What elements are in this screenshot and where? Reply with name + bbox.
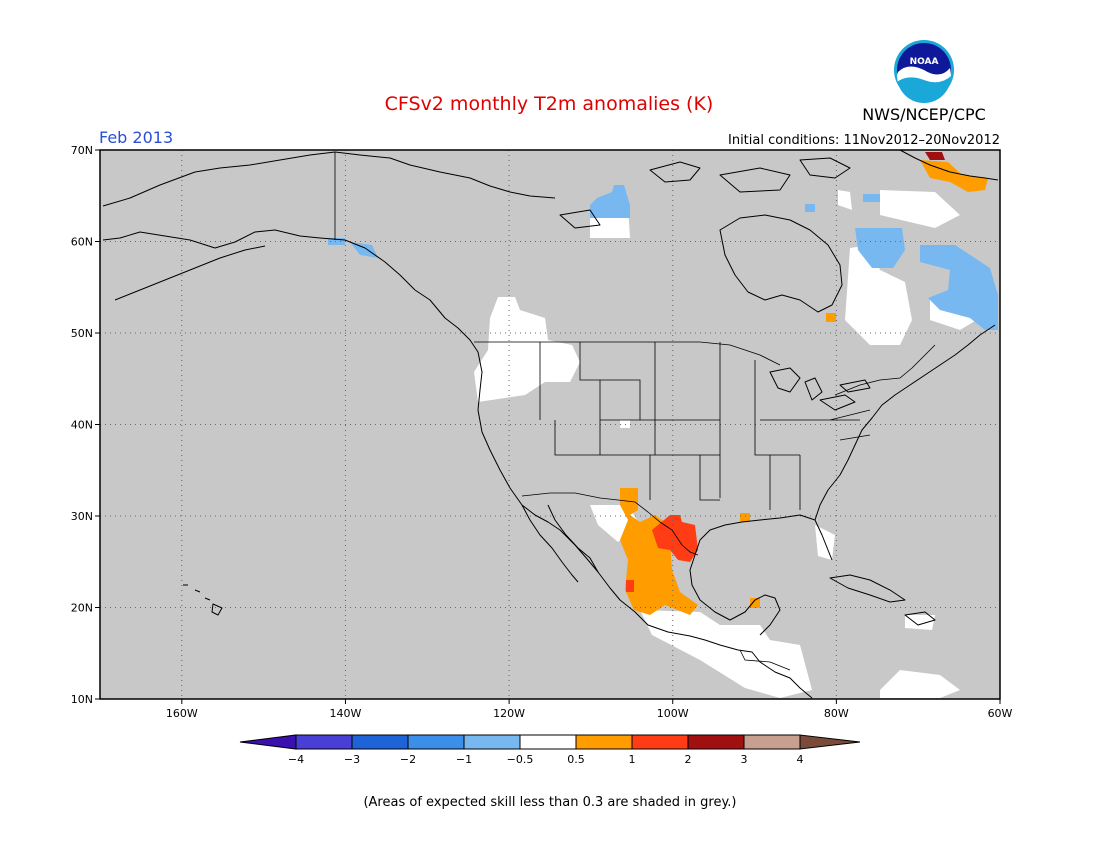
longitude-tick-label: 160W	[166, 707, 198, 720]
colorbar-swatch	[575, 734, 633, 750]
us-mexico-border	[521, 492, 699, 556]
longitude-ticks: 160W 140W 120W 100W 80W 60W	[166, 699, 1013, 720]
latitude-tick-label: 40N	[71, 419, 93, 432]
colorbar-swatch	[743, 734, 801, 750]
weak-cold-areas	[328, 185, 998, 330]
latitude-tick-label: 70N	[71, 144, 93, 157]
colorbar-swatch	[407, 734, 465, 750]
longitude-tick-label: 100W	[657, 707, 689, 720]
longitude-tick-label: 120W	[493, 707, 525, 720]
latitude-tick-label: 60N	[71, 236, 93, 249]
alaska-coast	[102, 151, 813, 699]
latitude-tick-label: 20N	[71, 602, 93, 615]
colorbar-label: 2	[685, 753, 692, 766]
colorbar-swatch	[519, 734, 577, 750]
colorbar-label: −3	[344, 753, 360, 766]
arctic-islands	[559, 157, 851, 229]
initial-conditions: Initial conditions: 11Nov2012–20Nov2012	[728, 133, 1000, 148]
longitude-tick-label: 140W	[330, 707, 362, 720]
hudson-bay-coast	[719, 214, 843, 313]
gulf-coast	[689, 514, 833, 636]
coastlines	[102, 149, 999, 699]
hawaii-coast	[183, 584, 223, 616]
map-panel: 160W 140W 120W 100W 80W 60W 70N 60N 50N 40N 30N 20…	[71, 144, 1013, 720]
map-gridlines	[100, 150, 1000, 699]
us-canada-border	[474, 341, 936, 396]
aleutian-coast	[114, 245, 266, 301]
mexico-central-america-borders	[739, 649, 791, 671]
longitude-tick-label: 80W	[824, 707, 849, 720]
latitude-tick-label: 50N	[71, 327, 93, 340]
skill-footnote: (Areas of expected skill less than 0.3 a…	[363, 795, 736, 810]
colorbar-label: −2	[400, 753, 416, 766]
latitude-tick-label: 30N	[71, 510, 93, 523]
colorbar-label: 0.5	[567, 753, 585, 766]
colorbar-right-arrow	[799, 734, 861, 750]
forecast-period: Feb 2013	[99, 128, 173, 147]
colorbar-swatch	[351, 734, 409, 750]
baja-california-coast	[521, 504, 599, 583]
anomaly-shading	[328, 152, 998, 698]
east-coast	[814, 324, 996, 521]
colorbar-label: −1	[456, 753, 472, 766]
cuba-coast	[829, 574, 936, 626]
colorbar-swatch	[687, 734, 745, 750]
longitude-tick-label: 60W	[988, 707, 1013, 720]
warm-areas	[620, 160, 988, 615]
colorbar-swatch	[295, 734, 353, 750]
colorbar-label: 3	[741, 753, 748, 766]
colorbar-label: 4	[797, 753, 804, 766]
greenland-coast	[899, 149, 999, 181]
political-borders	[334, 152, 936, 671]
colorbar-swatch	[463, 734, 521, 750]
colorbar-left-arrow	[239, 734, 297, 750]
colorbar-swatch	[631, 734, 689, 750]
colorbar-label: −4	[288, 753, 304, 766]
strong-warm-areas	[626, 515, 698, 592]
noaa-logo: NOAA	[894, 40, 954, 103]
great-lakes	[769, 367, 871, 411]
latitude-tick-label: 10N	[71, 693, 93, 706]
latitude-ticks: 70N 60N 50N 40N 30N 20N 10N	[71, 144, 100, 706]
organization-label: NWS/NCEP/CPC	[862, 105, 986, 124]
figure-title: CFSv2 monthly T2m anomalies (K)	[385, 93, 714, 115]
colorbar: −4 −3 −2 −1 −0.5 0.5 1 2 3 4	[239, 734, 861, 766]
colorbar-label: −0.5	[507, 753, 534, 766]
very-warm-areas	[925, 152, 945, 160]
colorbar-label: 1	[629, 753, 636, 766]
noaa-logo-text: NOAA	[910, 57, 939, 67]
us-state-borders	[539, 342, 871, 510]
